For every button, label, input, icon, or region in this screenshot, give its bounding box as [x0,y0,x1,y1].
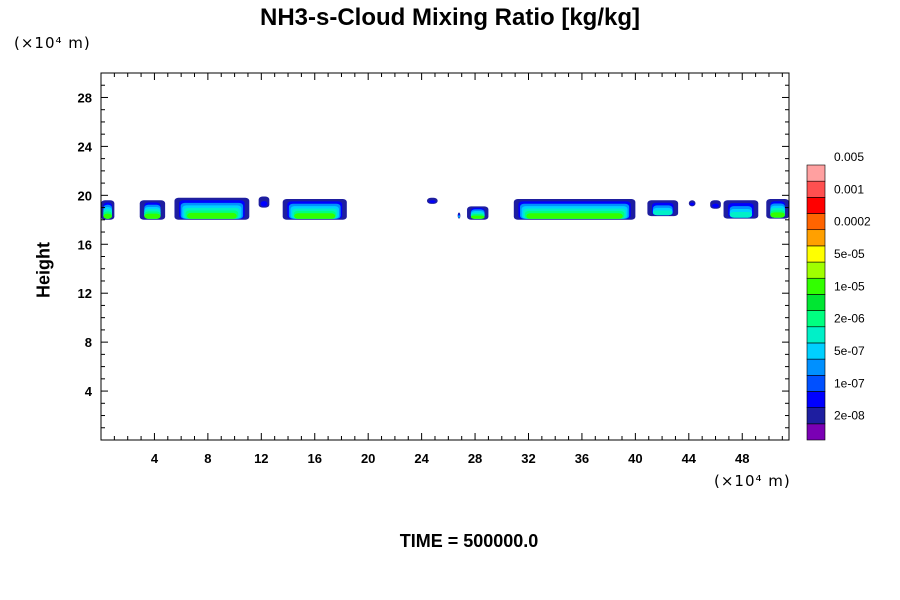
x-tick-label: 8 [204,451,211,466]
colorbar-swatch [806,245,826,263]
x-tick-label: 24 [414,451,429,466]
cloud-patch [467,206,489,220]
x-tick-label: 16 [308,451,322,466]
plot-frame [100,72,790,441]
cloud-layer [187,212,237,219]
y-tick-label: 28 [78,90,92,105]
cloud-layer [652,210,673,216]
colorbar-swatch [806,294,826,311]
cloud-patch [258,196,270,208]
cloud-patch [426,197,438,204]
y-axis-ticks: 4 8 12 16 20 24 28 [78,84,789,429]
colorbar-swatch [806,358,826,376]
x-tick-label: 32 [521,451,535,466]
cloud-patch [101,200,115,220]
colorbar-swatch [806,326,826,344]
colorbar-swatch [806,391,826,408]
colorbar-label: 1e-05 [834,279,865,293]
colorbar-swatch [806,180,826,198]
y-tick-label: 20 [78,188,92,203]
colorbar-swatch [806,407,826,425]
cloud-patch [723,200,759,219]
colorbar-swatch [806,261,826,279]
cloud-layer [690,202,695,206]
colorbar-label: 0.001 [834,182,864,196]
colorbar-swatch [806,213,826,231]
colorbar-swatch [806,164,826,182]
colorbar-swatch [806,374,826,392]
colorbar-label: 1e-07 [834,376,865,390]
cloud-patch [688,200,696,207]
cloud-layer [458,216,460,218]
cloud-patches [101,196,789,220]
colorbar-swatch [806,229,826,247]
colorbar-label: 0.0002 [834,215,871,229]
cloud-layer [526,213,623,219]
chart-title: NH3-s-Cloud Mixing Ratio [kg/kg] [260,4,640,31]
colorbar-swatch [806,342,826,360]
colorbar-label: 2e-08 [834,409,865,423]
colorbar-swatch [806,310,826,328]
time-label: TIME = 500000.0 [399,531,539,551]
y-tick-label: 4 [85,384,93,399]
cloud-patch [174,197,250,220]
cloud-layer [712,203,719,208]
colorbar-label: 0.005 [834,150,864,164]
x-tick-label: 44 [682,451,697,466]
x-axis-ticks: 4 8 12 16 20 24 28 32 36 40 44 48 [113,73,783,466]
colorbar-label: 2e-06 [834,312,865,326]
y-axis-unit: (×10⁴ m) [14,34,91,52]
cloud-layer [144,213,161,219]
x-tick-label: 36 [575,451,589,466]
x-tick-label: 4 [151,451,159,466]
colorbar-label: 5e-07 [834,344,865,358]
colorbar-swatch [806,277,826,295]
cloud-layer [103,213,112,219]
cloud-layer [470,215,485,219]
x-axis-unit: (×10⁴ m) [714,472,791,490]
x-tick-label: 48 [735,451,749,466]
cloud-layer [260,200,268,207]
cloud-patch [282,199,347,220]
x-tick-label: 40 [628,451,642,466]
x-tick-label: 12 [254,451,268,466]
colorbar: 2e-08 1e-07 5e-07 2e-06 1e-05 5e-05 0.0002 0.00… [806,150,871,441]
cloud-layer [729,211,753,218]
cloud-layer [770,212,785,218]
cloud-patch [457,212,461,219]
cloud-patch [766,199,789,219]
cloud-patch [710,200,721,209]
cloud-patch [513,199,636,220]
x-tick-label: 28 [468,451,482,466]
cloud-patch [647,200,679,217]
y-tick-label: 12 [78,286,92,301]
cloud-layer [294,213,336,219]
cloud-layer [428,200,436,203]
x-tick-label: 20 [361,451,375,466]
colorbar-swatch [806,197,826,214]
y-tick-label: 16 [78,237,92,252]
colorbar-swatch [806,423,826,441]
y-tick-label: 8 [85,335,92,350]
colorbar-label: 5e-05 [834,247,865,261]
cloud-patch [139,200,166,220]
y-tick-label: 24 [78,139,93,154]
